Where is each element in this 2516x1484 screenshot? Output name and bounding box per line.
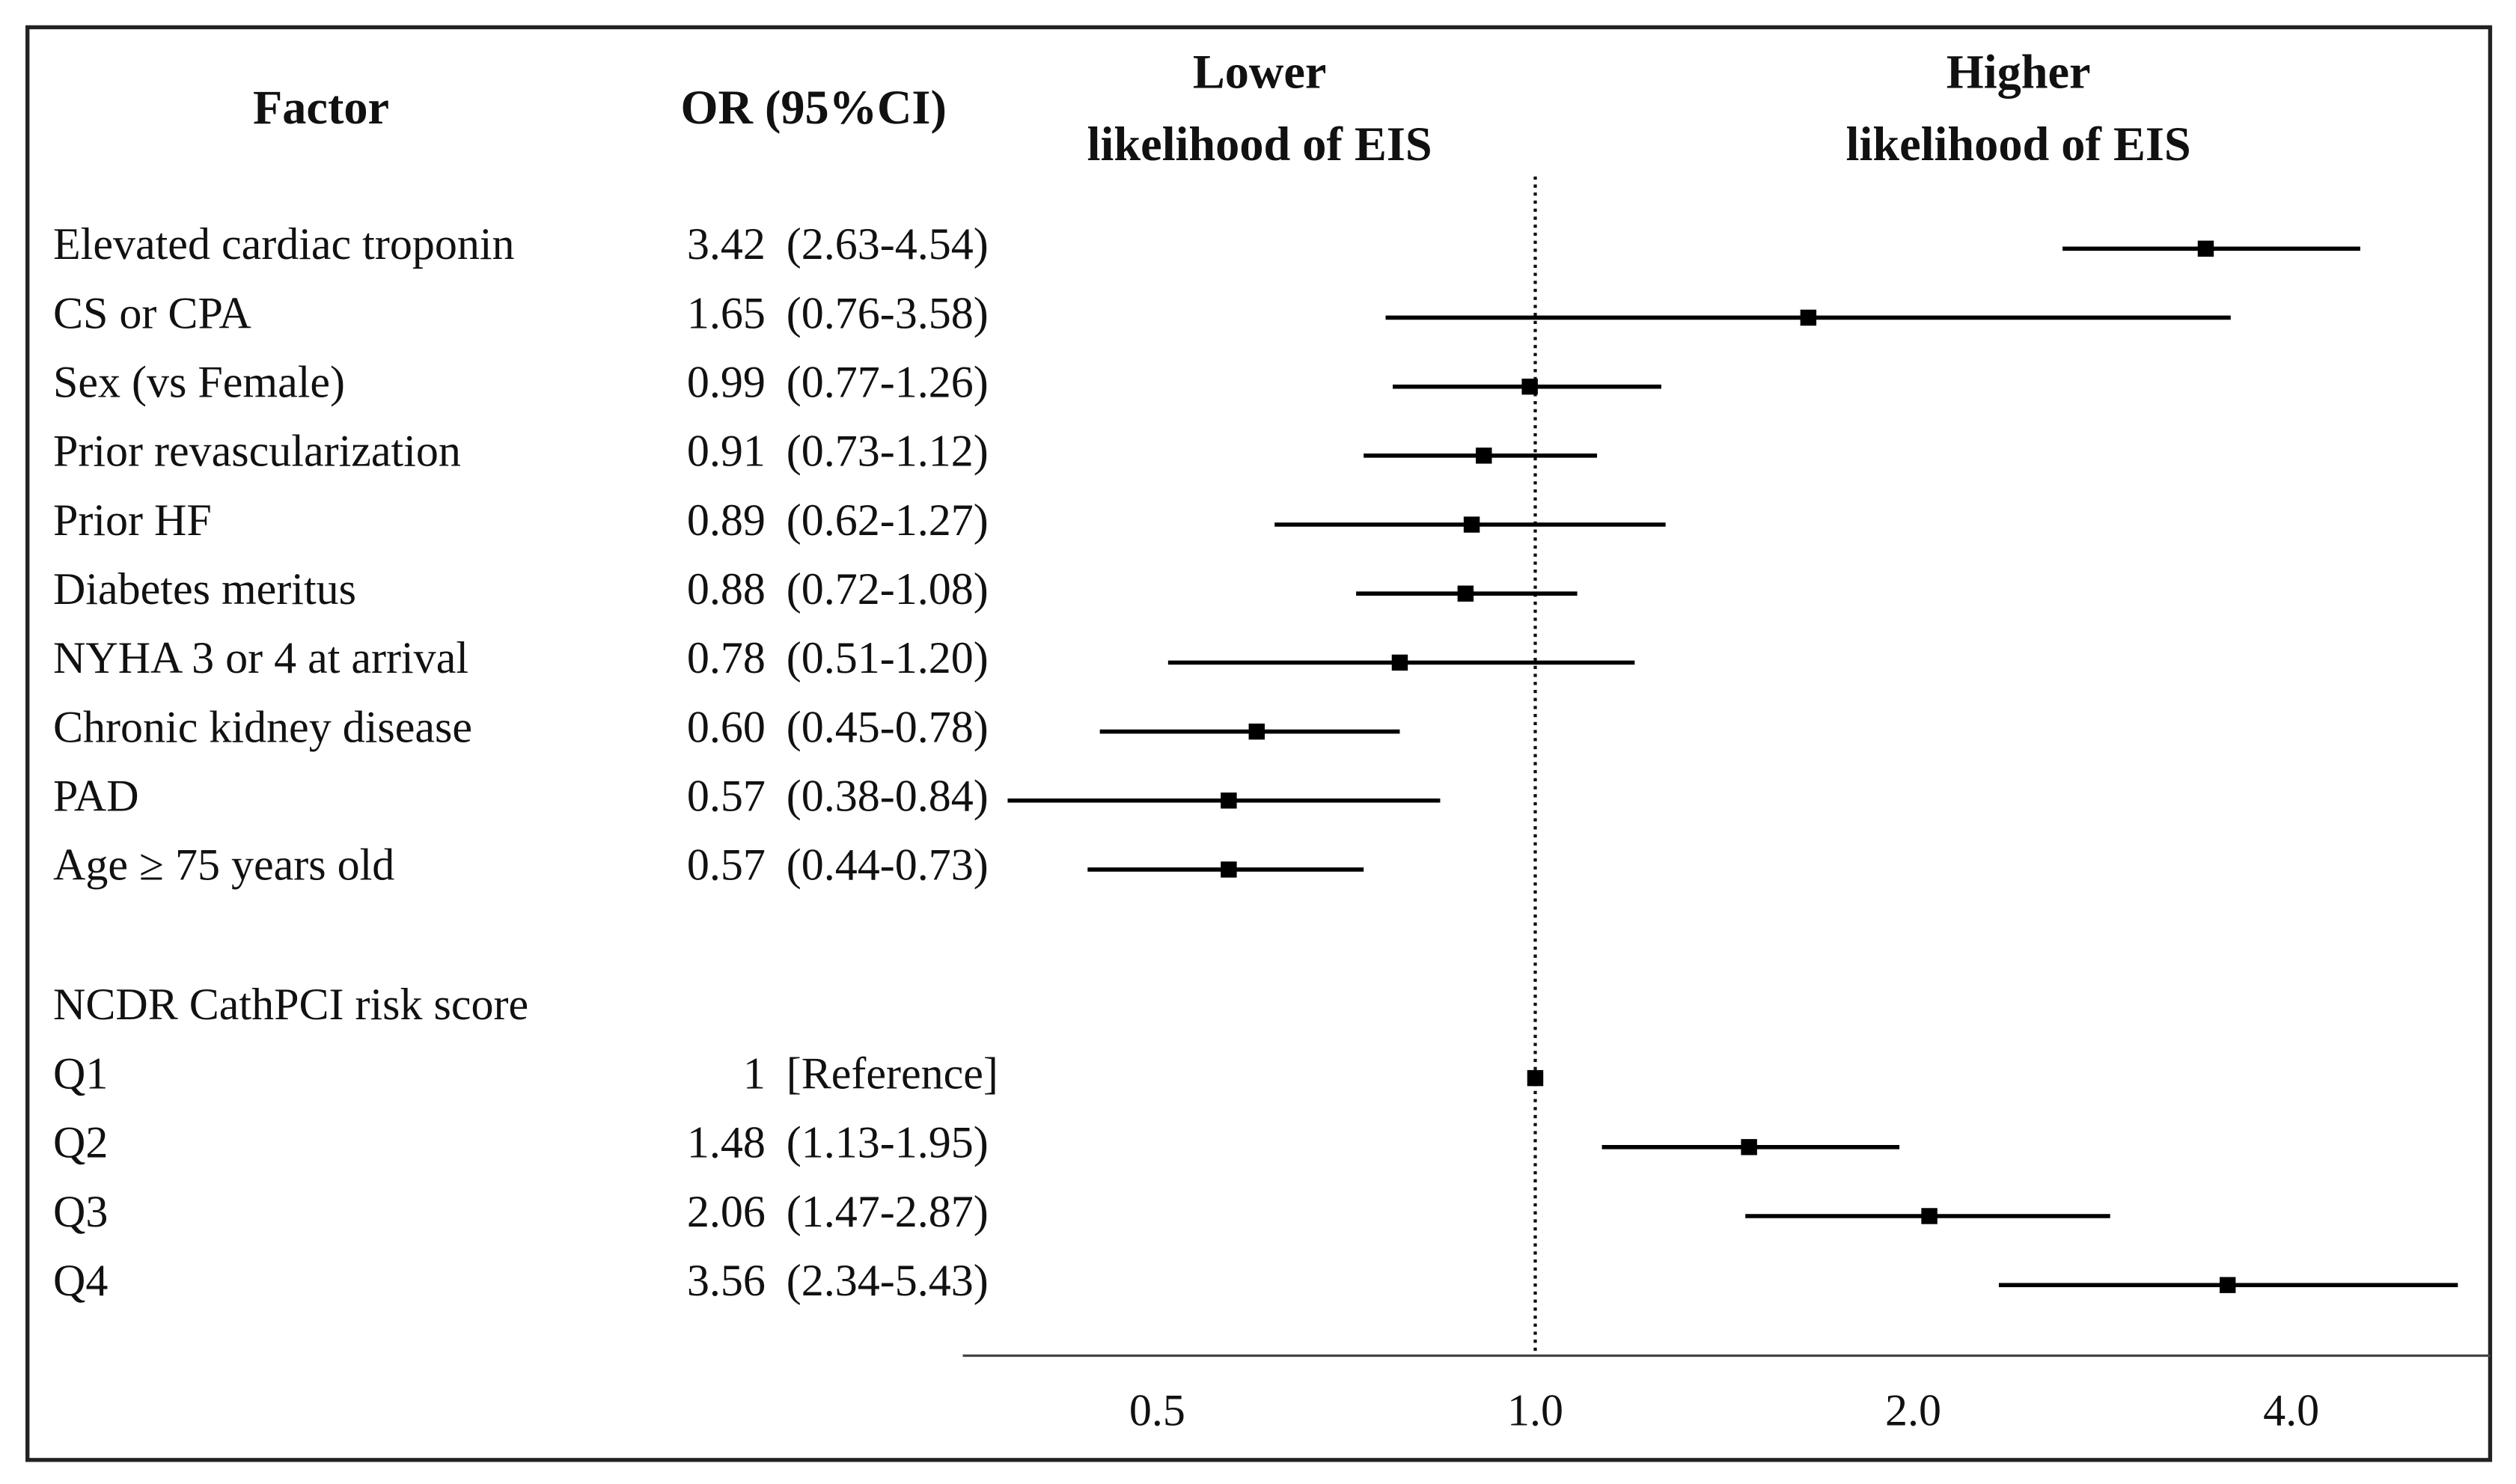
direction-label: Lower (1193, 46, 1327, 99)
or-label: 0.78 (687, 633, 766, 683)
direction-label: likelihood of EIS (1846, 117, 2191, 171)
or-label: 1.48 (687, 1118, 766, 1167)
ci-label: (2.63-4.54) (787, 219, 989, 269)
factor-label: PAD (53, 772, 139, 821)
factor-label: NYHA 3 or 4 at arrival (53, 633, 468, 683)
point-estimate (2197, 240, 2214, 257)
or-label: 1.65 (687, 288, 766, 338)
x-tick-label: 1.0 (1507, 1386, 1563, 1435)
point-estimate (1741, 1139, 1757, 1155)
factor-label: CS or CPA (53, 288, 251, 338)
or-label: 0.89 (687, 495, 766, 545)
point-estimate (1221, 861, 1237, 878)
or-label: 0.91 (687, 427, 766, 476)
ci-label: (0.44-0.73) (787, 840, 989, 890)
point-estimate (1463, 516, 1480, 533)
factor-label: Q2 (53, 1118, 108, 1167)
point-estimate (1457, 585, 1474, 602)
factor-label: Sex (vs Female) (53, 357, 345, 406)
column-header: Factor (253, 81, 389, 134)
point-estimate (2219, 1277, 2236, 1293)
x-tick-label: 4.0 (2263, 1386, 2319, 1435)
or-label: 0.57 (687, 840, 766, 890)
point-estimate (1921, 1208, 1938, 1224)
ci-label: (2.34-5.43) (787, 1256, 989, 1305)
ci-label: (0.45-0.78) (787, 702, 989, 751)
x-tick-label: 2.0 (1885, 1386, 1941, 1435)
ci-label: (0.62-1.27) (787, 495, 989, 545)
point-estimate (1521, 378, 1538, 395)
point-estimate (1476, 448, 1492, 464)
factor-label: Q4 (53, 1256, 108, 1305)
factor-label: Q1 (53, 1048, 108, 1098)
ci-label: (1.47-2.87) (787, 1187, 989, 1236)
factor-label: Chronic kidney disease (53, 702, 472, 751)
factor-label: Elevated cardiac troponin (53, 219, 515, 269)
or-label: 3.56 (687, 1256, 766, 1305)
factor-label: Q3 (53, 1187, 108, 1236)
or-label: 0.60 (687, 702, 766, 751)
ci-label: (0.77-1.26) (787, 357, 989, 406)
frame (25, 25, 2493, 1462)
factor-label: Prior revascularization (53, 427, 461, 476)
point-estimate (1800, 309, 1817, 326)
or-label: 0.88 (687, 564, 766, 614)
point-estimate (1527, 1069, 1544, 1087)
or-label: 0.99 (687, 357, 766, 406)
or-label: 2.06 (687, 1187, 766, 1236)
or-label: 1 (743, 1048, 766, 1098)
factor-label: NCDR CathPCI risk score (53, 980, 528, 1029)
direction-label: likelihood of EIS (1087, 117, 1432, 171)
ci-label: (0.38-0.84) (787, 772, 989, 821)
or-label: 3.42 (687, 219, 766, 269)
point-estimate (1221, 793, 1237, 809)
direction-label: Higher (1946, 46, 2091, 99)
factor-label: Age ≥ 75 years old (53, 840, 394, 890)
ci-label: (0.72-1.08) (787, 564, 989, 614)
point-estimate (1391, 654, 1408, 671)
ci-label: (0.73-1.12) (787, 427, 989, 476)
x-tick-label: 0.5 (1129, 1386, 1185, 1435)
ci-label: (0.76-3.58) (787, 288, 989, 338)
or-label: 0.57 (687, 772, 766, 821)
column-header: OR (95%CI) (680, 81, 946, 134)
ci-label: (1.13-1.95) (787, 1118, 989, 1167)
ci-label: [Reference] (787, 1048, 998, 1098)
ci-label: (0.51-1.20) (787, 633, 989, 683)
point-estimate (1248, 723, 1265, 740)
factor-label: Diabetes meritus (53, 564, 356, 614)
factor-label: Prior HF (53, 495, 212, 545)
